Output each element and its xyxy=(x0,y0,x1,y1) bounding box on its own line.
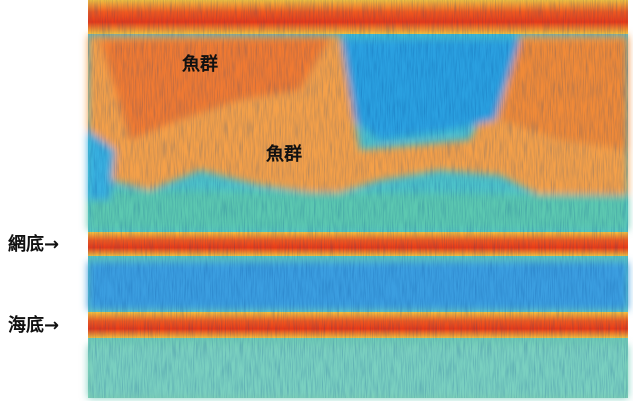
sea-bottom-marker: 海底→ xyxy=(8,314,59,336)
echo-texture xyxy=(88,0,628,398)
echogram-view: 魚群 魚群 網底→ 海底→ xyxy=(0,0,633,401)
echogram xyxy=(88,0,628,398)
page: 魚群 魚群 網底→ 海底→ (() => { const data = JSON… xyxy=(0,0,633,401)
net-bottom-marker: 網底→ xyxy=(8,233,59,255)
fish-school-label: 魚群 xyxy=(182,53,218,75)
fish-school-label: 魚群 xyxy=(266,143,302,165)
